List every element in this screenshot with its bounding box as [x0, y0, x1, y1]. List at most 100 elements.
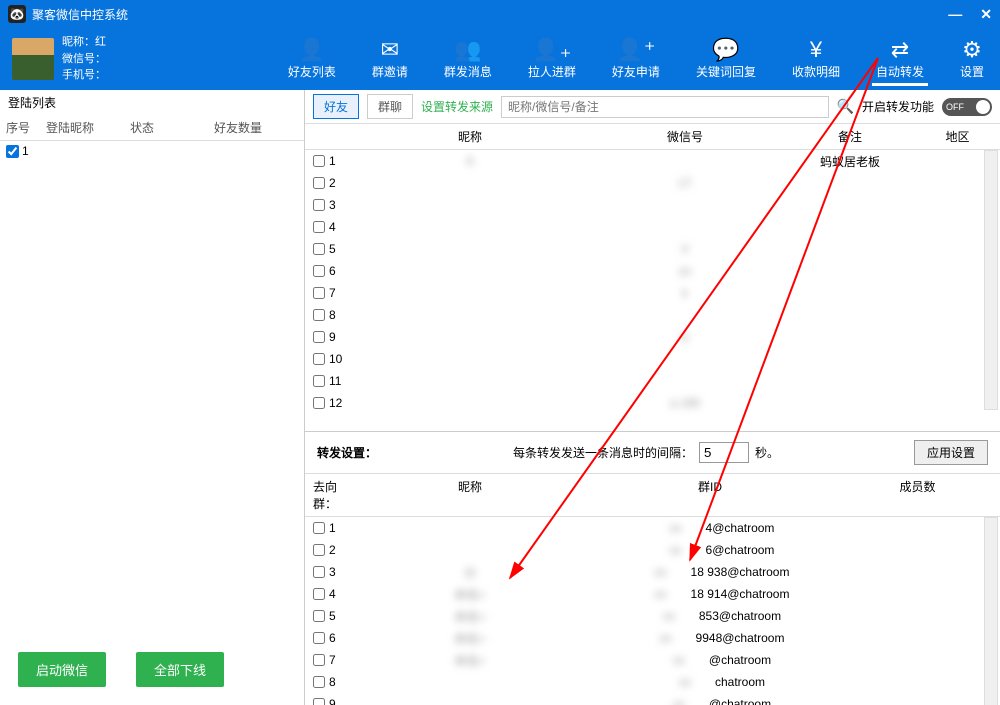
login-row[interactable]: 1 — [0, 141, 304, 161]
nav-friends[interactable]: 👤好友列表 — [284, 37, 340, 82]
login-table-header: 序号 登陆昵称 状态 好友数量 — [0, 115, 304, 141]
gear-icon: ⚙ — [962, 39, 982, 61]
close-icon[interactable]: ✕ — [980, 6, 992, 23]
friend-row[interactable]: 11 — [305, 370, 1000, 392]
row-checkbox[interactable] — [313, 588, 325, 600]
sidebar: 登陆列表 序号 登陆昵称 状态 好友数量 1 启动微信 全部下线 — [0, 90, 305, 705]
group-row[interactable]: 6命名>xx9948@chatroom — [305, 627, 1000, 649]
group-row[interactable]: 7命名>xx@chatroom — [305, 649, 1000, 671]
group-row[interactable]: 4命名>xx18 914@chatroom — [305, 583, 1000, 605]
friend-row[interactable]: 1A 蚂蚁居老板 — [305, 150, 1000, 172]
group-row[interactable]: 2 xx6@chatroom — [305, 539, 1000, 561]
row-checkbox[interactable] — [313, 544, 325, 556]
interval-text: 每条转发发送一条消息时的间隔： — [513, 444, 693, 461]
friend-row[interactable]: 8 — [305, 304, 1000, 326]
user-info: 昵称：红 微信号： 手机号： — [62, 34, 106, 84]
group-row[interactable]: 1 xx4@chatroom — [305, 517, 1000, 539]
row-checkbox[interactable] — [313, 632, 325, 644]
minimize-icon[interactable]: — — [948, 6, 962, 23]
interval-input[interactable] — [699, 442, 749, 463]
friend-row[interactable]: 7 k — [305, 282, 1000, 304]
col-members: 成员数 — [835, 478, 1000, 512]
row-checkbox[interactable] — [313, 375, 325, 387]
wxid-label: 微信号： — [62, 53, 106, 65]
offline-all-button[interactable]: 全部下线 — [136, 652, 224, 687]
row-checkbox[interactable] — [313, 309, 325, 321]
row-checkbox[interactable] — [313, 221, 325, 233]
nav-settings[interactable]: ⚙设置 — [956, 37, 988, 82]
forward-toggle[interactable]: OFF — [942, 98, 992, 116]
search-input[interactable] — [501, 96, 829, 118]
row-checkbox[interactable] — [313, 353, 325, 365]
forward-icon: ⇄ — [891, 39, 909, 61]
col-seq: 序号 — [6, 119, 46, 136]
forward-settings-label: 转发设置： — [317, 444, 377, 461]
scrollbar[interactable] — [984, 150, 998, 410]
start-wechat-button[interactable]: 启动微信 — [18, 652, 106, 687]
group-icon: 👥 — [454, 39, 481, 61]
titlebar: 聚客微信中控系统 — ✕ — [0, 0, 1000, 28]
friend-row[interactable]: 3 — [305, 194, 1000, 216]
row-checkbox[interactable] — [313, 243, 325, 255]
row-checkbox[interactable] — [313, 397, 325, 409]
row-checkbox[interactable] — [313, 155, 325, 167]
forward-settings-bar: 转发设置： 每条转发发送一条消息时的间隔： 秒。 应用设置 — [305, 432, 1000, 474]
row-checkbox[interactable] — [313, 199, 325, 211]
tab-group[interactable]: 群聊 — [367, 94, 413, 119]
group-row[interactable]: 5命名>xx853@chatroom — [305, 605, 1000, 627]
search-icon[interactable]: 🔍 — [837, 98, 854, 115]
row-checkbox[interactable] — [313, 566, 325, 578]
app-logo — [8, 5, 26, 23]
yen-icon: ¥ — [810, 39, 822, 61]
col-region: 地区 — [915, 128, 1000, 145]
row-checkbox[interactable] — [6, 145, 19, 158]
col-status: 状态 — [130, 119, 214, 136]
chat-icon: 💬 — [712, 39, 739, 61]
request-icon: 👤⁺ — [616, 39, 655, 61]
col-remark: 备注 — [785, 128, 915, 145]
sidebar-title: 登陆列表 — [0, 90, 304, 115]
nav-auto-forward[interactable]: ⇄自动转发 — [872, 37, 928, 82]
group-row[interactable]: 8 xxchatroom — [305, 671, 1000, 693]
avatar — [12, 38, 54, 80]
friend-row[interactable]: 6 zn — [305, 260, 1000, 282]
row-checkbox[interactable] — [313, 610, 325, 622]
col-nick: 登陆昵称 — [46, 119, 130, 136]
toggle-label: 开启转发功能 — [862, 98, 934, 115]
nav-friend-req[interactable]: 👤⁺好友申请 — [608, 37, 664, 82]
friend-row[interactable]: 12 a 190 — [305, 392, 1000, 414]
header: 昵称：红 微信号： 手机号： 👤好友列表 ✉群邀请 👥群发消息 👤₊拉人进群 👤… — [0, 28, 1000, 90]
apply-settings-button[interactable]: 应用设置 — [914, 440, 988, 465]
group-row[interactable]: 3分xx18 938@chatroom — [305, 561, 1000, 583]
add-user-icon: 👤₊ — [532, 39, 571, 61]
col-group-id: 群ID — [585, 478, 835, 512]
friend-row[interactable]: 10 — [305, 348, 1000, 370]
nav-group-invite[interactable]: ✉群邀请 — [368, 37, 412, 82]
friend-row[interactable]: 2 LT — [305, 172, 1000, 194]
content-topbar: 好友 群聊 设置转发来源 🔍 开启转发功能 OFF — [305, 90, 1000, 124]
friends-table-header: 昵称 微信号 备注 地区 — [305, 124, 1000, 150]
row-checkbox[interactable] — [313, 265, 325, 277]
group-row[interactable]: 9 xx@chatroom — [305, 693, 1000, 705]
row-checkbox[interactable] — [313, 698, 325, 705]
phone-label: 手机号： — [62, 69, 106, 81]
nav-keyword[interactable]: 💬关键词回复 — [692, 37, 760, 82]
friend-row[interactable]: 4 — [305, 216, 1000, 238]
row-checkbox[interactable] — [313, 676, 325, 688]
row-checkbox[interactable] — [313, 177, 325, 189]
set-forward-source-link[interactable]: 设置转发来源 — [421, 98, 493, 115]
col-wxid: 微信号 — [585, 128, 785, 145]
row-checkbox[interactable] — [313, 522, 325, 534]
nav-pull-group[interactable]: 👤₊拉人进群 — [524, 37, 580, 82]
row-checkbox[interactable] — [313, 331, 325, 343]
row-checkbox[interactable] — [313, 654, 325, 666]
row-checkbox[interactable] — [313, 287, 325, 299]
friend-row[interactable]: 5 V — [305, 238, 1000, 260]
tab-friend[interactable]: 好友 — [313, 94, 359, 119]
friends-icon: 👤 — [298, 39, 325, 61]
scrollbar[interactable] — [984, 517, 998, 705]
col-nickname: 昵称 — [355, 128, 585, 145]
nav-payment[interactable]: ¥收款明细 — [788, 37, 844, 82]
nav-mass-msg[interactable]: 👥群发消息 — [440, 37, 496, 82]
friend-row[interactable]: 9 lc — [305, 326, 1000, 348]
